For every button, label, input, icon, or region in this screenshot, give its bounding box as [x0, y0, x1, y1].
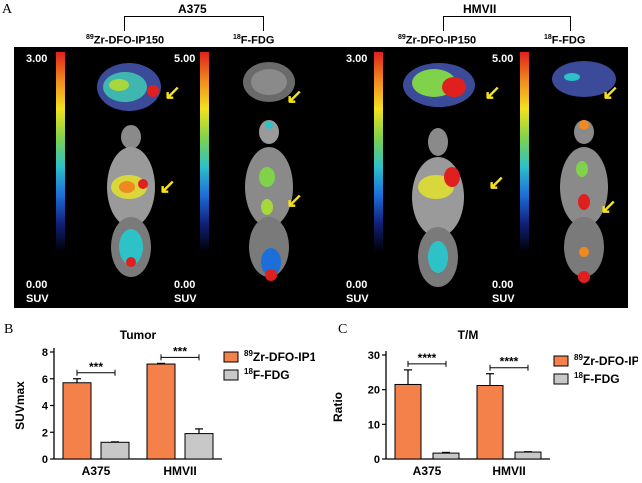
- colorbar: [374, 52, 383, 252]
- tumor-arrow-icon: ↙: [484, 82, 501, 104]
- x-tick-label: A375: [413, 464, 442, 478]
- bar: [62, 382, 92, 460]
- tumor-arrow-icon: ↙: [600, 196, 617, 218]
- legend-swatch: [223, 351, 239, 363]
- bar: [100, 441, 130, 460]
- colorbar-min: 0.00: [346, 279, 368, 291]
- legend-swatch: [553, 355, 569, 367]
- y-tick-label: 10: [368, 419, 380, 431]
- mouse-pet-image-a375-zr: [97, 63, 161, 277]
- tracer-label-hmvii-zr: 89Zr-DFO-IP150: [398, 34, 477, 47]
- group-label-a375: A375: [178, 2, 207, 16]
- mouse-pet-image-hmvii-zr: [403, 63, 475, 287]
- colorbar: [200, 52, 209, 252]
- x-tick-label: A375: [82, 464, 111, 478]
- colorbar-unit: SUV: [492, 293, 515, 305]
- colorbar-min: 0.00: [174, 279, 196, 291]
- pet-panel-hmvii-fdg: 5.00 0.00 SUV: [484, 47, 628, 308]
- bar: [514, 451, 542, 460]
- tumor-arrow-icon: ↙: [159, 176, 176, 198]
- legend-label: 18F-FDG: [244, 367, 290, 382]
- legend-swatch: [553, 373, 569, 385]
- tumor-suvmax-chart: Tumor SUVmax 0 2 4 6 8 A375 *** HMVII *** 89Zr-DFO-…: [13, 328, 315, 478]
- tumor-arrow-icon: ↙: [602, 82, 619, 104]
- y-tick-label: 4: [42, 401, 49, 413]
- y-tick-label: 30: [368, 350, 380, 362]
- colorbar: [56, 52, 65, 252]
- bar: [432, 452, 460, 460]
- significance-label: ****: [418, 351, 437, 365]
- x-tick-label: HMVII: [163, 464, 196, 478]
- legend-label: 89Zr-DFO-IP150: [244, 349, 315, 364]
- colorbar-unit: SUV: [174, 293, 197, 305]
- tracer-label-hmvii-fdg: 18F-FDG: [544, 34, 586, 47]
- tumor-arrow-icon: ↙: [164, 82, 181, 104]
- significance-label: ***: [173, 344, 187, 358]
- significance-label: ****: [500, 355, 519, 369]
- colorbar-min: 0.00: [26, 279, 48, 291]
- group-bracket-a375: [124, 16, 264, 31]
- y-tick-label: 0: [42, 454, 48, 466]
- colorbar-max: 3.00: [26, 53, 48, 65]
- y-tick-label: 6: [42, 374, 48, 386]
- group-bracket-hmvii: [443, 16, 571, 31]
- y-tick-label: 2: [42, 427, 48, 439]
- legend-label: 18F-FDG: [574, 371, 620, 386]
- y-tick-label: 8: [42, 347, 48, 359]
- pet-image-strip: 3.00 0.00 SUV 5.00 0.00 SUV: [14, 47, 628, 308]
- mouse-pet-image-hmvii-fdg: [552, 61, 616, 283]
- colorbar-group-hmvii-zr: 3.00 0.00 SUV: [334, 47, 394, 308]
- mouse-pet-image-a375-fdg: [243, 62, 295, 281]
- tracer-label-a375-fdg: 18F-FDG: [233, 34, 275, 47]
- panel-a-letter: A: [2, 2, 13, 17]
- tracer-label-a375-zr: 89Zr-DFO-IP150: [86, 34, 165, 47]
- colorbar-unit: SUV: [346, 293, 369, 305]
- panel-c-letter: C: [338, 322, 348, 337]
- legend-swatch: [223, 369, 239, 381]
- y-axis-label: Ratio: [331, 392, 345, 422]
- y-axis-label: SUVmax: [13, 381, 27, 430]
- y-tick-label: 20: [368, 385, 380, 397]
- colorbar-min: 0.00: [492, 279, 514, 291]
- tumor-arrow-icon: ↙: [286, 86, 303, 108]
- tumor-arrow-icon: ↙: [286, 190, 303, 212]
- y-tick-label: 0: [374, 454, 380, 466]
- bar: [184, 433, 214, 460]
- colorbar-max: 3.00: [346, 53, 368, 65]
- tumor-arrow-icon: ↙: [488, 172, 505, 194]
- x-tick-label: HMVII: [492, 464, 525, 478]
- tm-ratio-chart: T/M Ratio 0 10 20 30 A375 **** HMVII **** 89Zr-DFO…: [331, 328, 638, 478]
- group-label-hmvii: HMVII: [463, 2, 497, 16]
- chart-title: T/M: [458, 328, 479, 342]
- bar: [476, 385, 504, 460]
- legend-label: 89Zr-DFO-IP150: [574, 353, 638, 368]
- colorbar-max: 5.00: [174, 53, 196, 65]
- panel-b-letter: B: [4, 322, 14, 337]
- significance-label: ***: [89, 360, 103, 374]
- colorbar-max: 5.00: [492, 53, 514, 65]
- pet-panel-a375-fdg: 5.00 0.00 SUV: [174, 47, 334, 308]
- bar: [146, 363, 176, 460]
- pet-panel-hmvii-zr: [334, 47, 484, 308]
- bar: [394, 383, 422, 460]
- colorbar: [520, 52, 529, 252]
- pet-panel-a375-zr: 3.00 0.00 SUV: [14, 47, 174, 308]
- chart-title: Tumor: [120, 328, 157, 342]
- colorbar-unit: SUV: [26, 293, 49, 305]
